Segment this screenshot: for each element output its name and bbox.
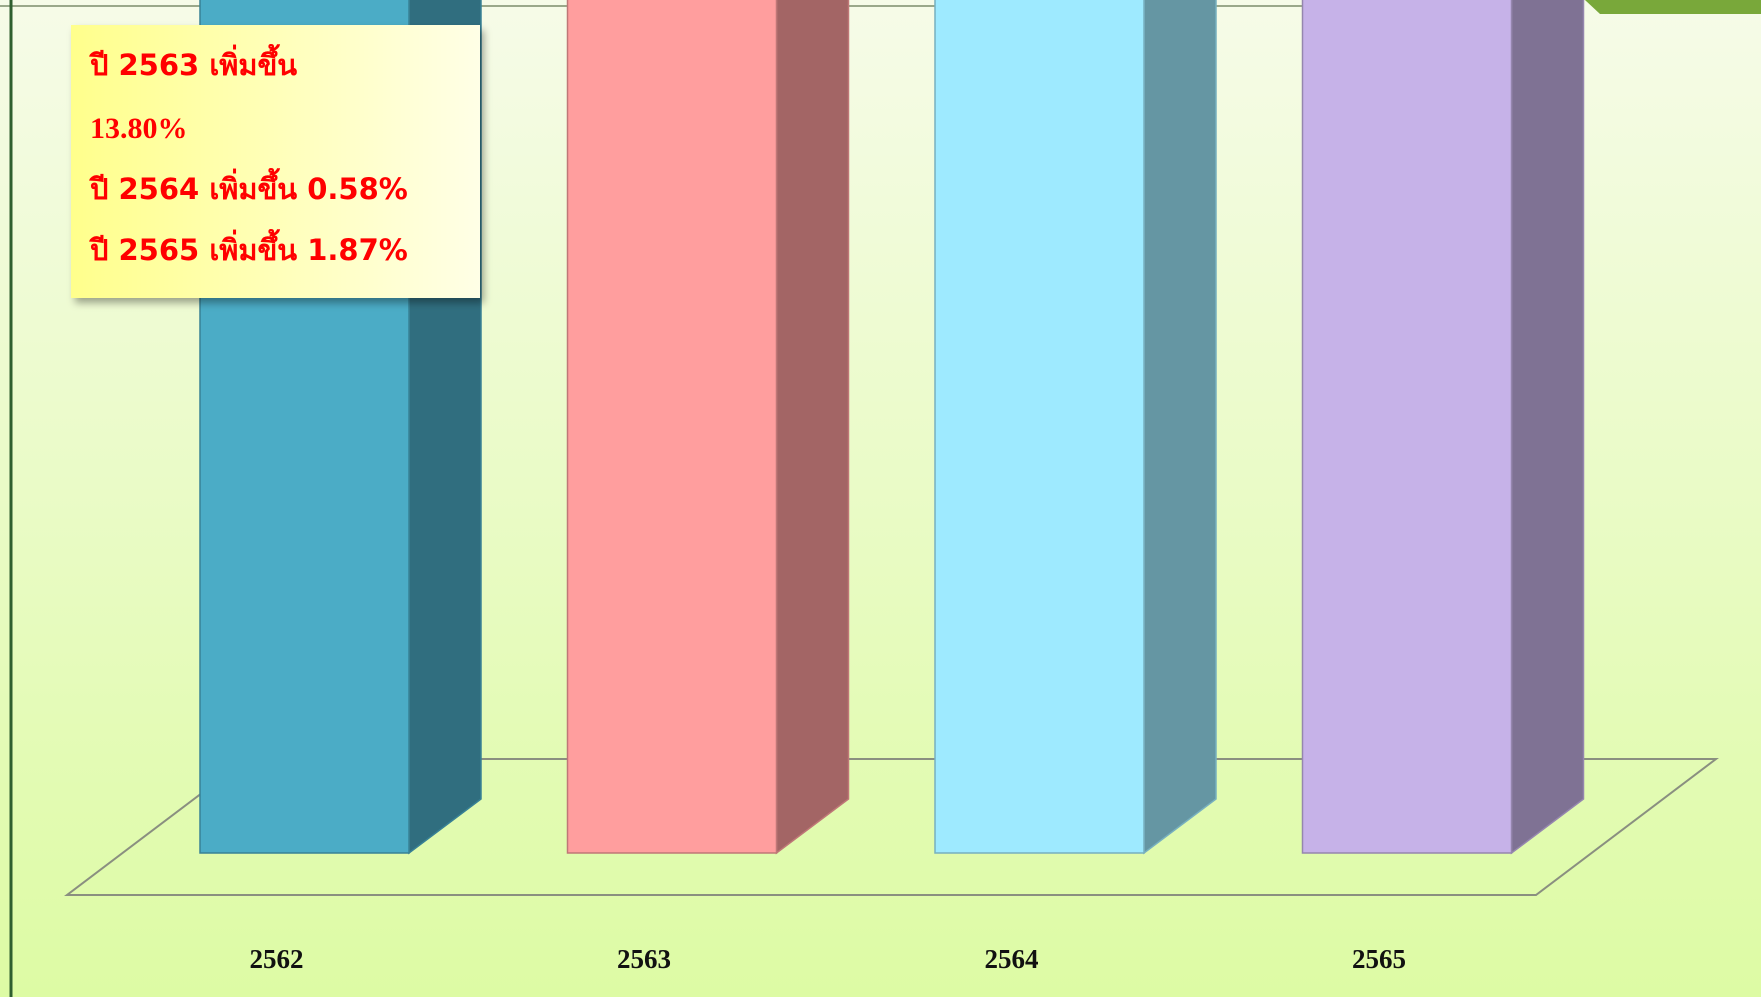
annotation-box: ปี 2563 เพิ่มขึ้น 13.80% ปี 2564 เพิ่มขึ้น… (71, 25, 480, 298)
annotation-line: ปี 2564 เพิ่มขึ้น 0.58% (89, 167, 408, 206)
x-tick-label: 2564 (985, 944, 1039, 974)
bar-side (1143, 0, 1217, 855)
corner-tab (1585, 0, 1761, 14)
bar (934, 0, 1145, 854)
bar-side (775, 0, 850, 855)
annotation-line: ปี 2563 เพิ่มขึ้น (89, 43, 298, 82)
annotation-line: ปี 2565 เพิ่มขึ้น 1.87% (89, 228, 408, 267)
bar (1301, 0, 1513, 854)
annotation-bg (71, 25, 480, 298)
annotation-line: 13.80% (90, 112, 188, 145)
bar (566, 0, 778, 854)
floor (64, 758, 1719, 896)
x-tick-label: 2565 (1352, 944, 1406, 974)
bar-side (1510, 0, 1585, 855)
x-tick-label: 2562 (250, 944, 304, 974)
x-tick-label: 2563 (617, 944, 671, 974)
